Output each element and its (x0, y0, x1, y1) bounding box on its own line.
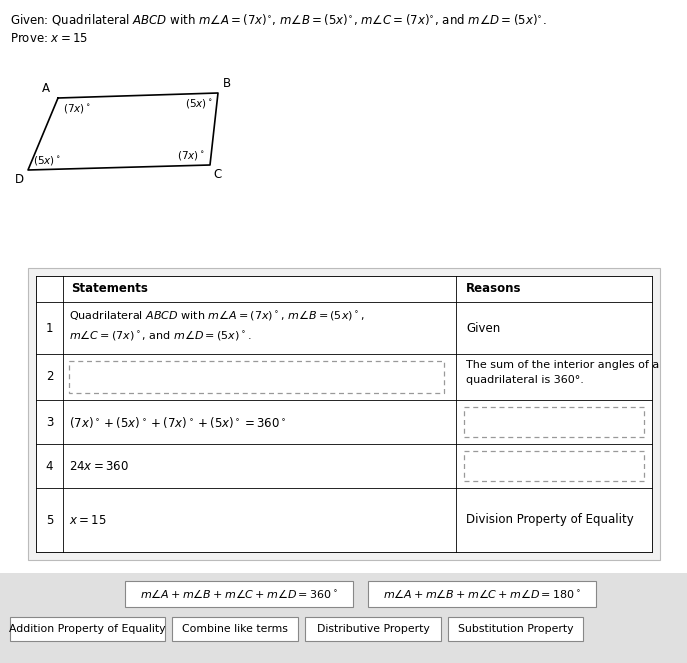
Text: 1: 1 (46, 322, 54, 335)
Text: $m\angle A + m\angle B + m\angle C + m\angle D = 360^\circ$: $m\angle A + m\angle B + m\angle C + m\a… (140, 587, 338, 601)
Text: The sum of the interior angles of a
quadrilateral is 360°.: The sum of the interior angles of a quad… (466, 360, 660, 385)
Bar (464, 407, 644, 437)
Text: Given: Given (466, 322, 500, 335)
Text: B: B (223, 77, 231, 90)
Text: Quadrilateral $ABCD$ with $m\angle A = (7x)^\circ$, $m\angle B = (5x)^\circ$,
$m: Quadrilateral $ABCD$ with $m\angle A = (… (69, 308, 365, 342)
Bar (125, 581, 353, 607)
Text: Addition Property of Equality: Addition Property of Equality (9, 624, 166, 634)
Text: 3: 3 (46, 416, 53, 428)
Text: Substitution Property: Substitution Property (458, 624, 573, 634)
Text: 2: 2 (46, 371, 54, 383)
Bar (28, 268, 660, 560)
Text: Statements: Statements (71, 282, 148, 296)
Text: $(7x)^\circ$: $(7x)^\circ$ (63, 102, 91, 115)
Text: $(5x)^\circ$: $(5x)^\circ$ (33, 154, 60, 167)
Text: 4: 4 (46, 459, 54, 473)
Text: Reasons: Reasons (466, 282, 521, 296)
Text: C: C (213, 168, 221, 181)
Text: $24x = 360$: $24x = 360$ (69, 459, 129, 473)
Text: $x =15$: $x =15$ (69, 514, 106, 526)
Bar (0, 573, 687, 663)
Text: $(7x)^\circ + (5x)^\circ + (7x)^\circ + (5x)^\circ = 360^\circ$: $(7x)^\circ + (5x)^\circ + (7x)^\circ + … (69, 414, 286, 430)
Bar (305, 617, 441, 641)
Text: Combine like terms: Combine like terms (182, 624, 288, 634)
Bar (10, 617, 165, 641)
Bar (448, 617, 583, 641)
Text: $(5x)^\circ$: $(5x)^\circ$ (185, 97, 213, 110)
Text: 5: 5 (46, 514, 53, 526)
Bar (172, 617, 298, 641)
Text: $m\angle A + m\angle B + m\angle C + m\angle D = 180^\circ$: $m\angle A + m\angle B + m\angle C + m\a… (383, 587, 581, 601)
Bar (36, 276, 652, 552)
Bar (368, 581, 596, 607)
Text: $(7x)^\circ$: $(7x)^\circ$ (177, 149, 205, 162)
Text: Prove: $x = 15$: Prove: $x = 15$ (10, 32, 88, 45)
Text: Distributive Property: Distributive Property (317, 624, 429, 634)
Text: Given: Quadrilateral $ABCD$ with $m\angle A = (7x)^{\circ}$, $m\angle B = (5x)^{: Given: Quadrilateral $ABCD$ with $m\angl… (10, 12, 547, 27)
Bar (69, 361, 444, 393)
Text: D: D (15, 173, 24, 186)
Text: Division Property of Equality: Division Property of Equality (466, 514, 633, 526)
Text: A: A (42, 82, 50, 95)
Bar (464, 451, 644, 481)
